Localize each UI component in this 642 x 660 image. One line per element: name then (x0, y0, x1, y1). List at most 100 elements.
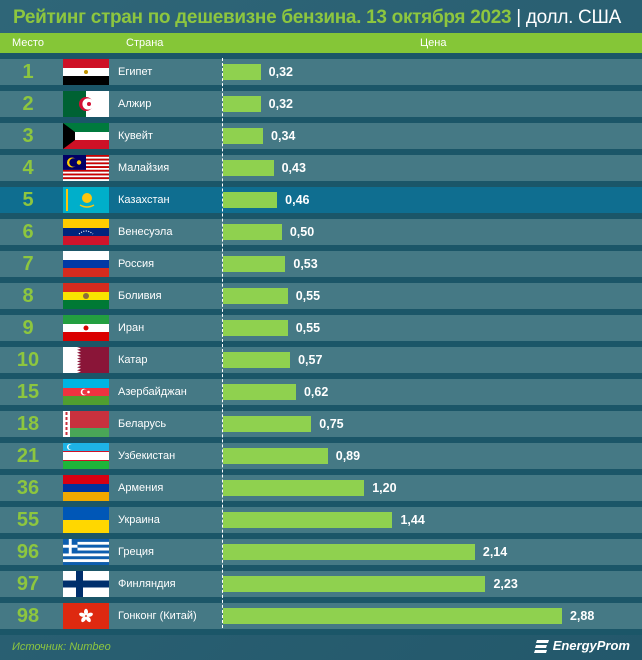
flag-algeria-icon (63, 91, 109, 117)
bar (223, 256, 286, 272)
table-row: 8 Боливия 0,55 (0, 283, 642, 309)
bar (223, 384, 296, 400)
data-label: 0,89 (335, 449, 361, 463)
bar (223, 64, 261, 80)
table-row: 3 Кувейт 0,34 (0, 123, 642, 149)
data-label: 0,43 (281, 161, 306, 175)
row-separator (0, 533, 642, 539)
flag-malaysia-icon (63, 155, 109, 181)
logo-icon (533, 639, 549, 653)
data-label: 0,50 (289, 225, 315, 239)
header-price: Цена (420, 37, 447, 49)
row-separator (0, 501, 642, 507)
bar (223, 448, 328, 464)
table-row: 1 Египет 0,32 (0, 59, 642, 85)
bar (223, 608, 562, 624)
rank-label: 4 (22, 157, 34, 179)
bar (223, 576, 486, 592)
table-row: 6 Венесуэла 0,50 (0, 219, 642, 245)
bar (223, 480, 365, 496)
rank-label: 97 (16, 573, 40, 595)
data-label: 0,75 (319, 417, 344, 431)
table-row: 96 Греция 2,14 (0, 539, 642, 565)
data-label: 0,34 (271, 129, 296, 143)
row-separator (0, 277, 642, 283)
row-separator (0, 437, 642, 443)
row-separator (0, 149, 642, 155)
flag-venezuela-icon (63, 219, 109, 245)
country-label: Малайзия (118, 162, 170, 174)
row-separator (0, 309, 642, 315)
country-label: Алжир (118, 98, 152, 110)
flag-bolivia-icon (63, 283, 109, 309)
bar (223, 224, 282, 240)
country-label: Азербайджан (118, 386, 187, 398)
rank-label: 1 (22, 61, 34, 83)
flag-kuwait-icon (63, 123, 109, 149)
bar (223, 160, 274, 176)
row-separator (0, 597, 642, 603)
header-country: Страна (126, 37, 164, 49)
row-separator (0, 373, 642, 379)
row-separator (0, 117, 642, 123)
data-label: 1,20 (372, 481, 397, 495)
row-separator (0, 85, 642, 91)
table-row: 9 Иран 0,55 (0, 315, 642, 341)
country-label: Финляндия (118, 578, 176, 590)
rank-label: 21 (16, 445, 40, 467)
flag-egypt-icon (63, 59, 109, 85)
title-unit: долл. США (525, 7, 621, 28)
logo-text: EnergyProm (552, 638, 630, 653)
country-label: Россия (118, 258, 155, 270)
source-note: Источник: Numbeo (12, 641, 111, 653)
bar (223, 544, 475, 560)
country-label: Беларусь (118, 418, 167, 430)
row-separator (0, 181, 642, 187)
table-row: 15 Азербайджан 0,62 (0, 379, 642, 405)
country-label: Армения (118, 482, 164, 494)
table-row: 98 Гонконг (Китай) 2,88 (0, 603, 642, 629)
flag-belarus-icon (63, 411, 109, 437)
data-label: 0,55 (295, 289, 321, 303)
country-label: Украина (118, 514, 160, 526)
table-header: Место Страна Цена (0, 33, 642, 53)
rank-label: 36 (16, 477, 40, 499)
data-label: 0,55 (295, 321, 321, 335)
rank-label: 55 (16, 509, 40, 531)
table-row: 55 Украина 1,44 (0, 507, 642, 533)
axis-line (222, 58, 223, 628)
table-row: 2 Алжир 0,32 (0, 91, 642, 117)
flag-armenia-icon (63, 475, 109, 501)
header-rank: Место (12, 37, 44, 49)
chart-title: Рейтинг стран по дешевизне бензина. 13 о… (13, 7, 621, 29)
row-separator (0, 213, 642, 219)
logo: EnergyProm (533, 638, 630, 653)
data-label: 0,53 (293, 257, 318, 271)
country-label: Катар (118, 354, 148, 366)
table-row: 18 Беларусь 0,75 (0, 411, 642, 437)
title-separator: | (516, 7, 521, 28)
data-label: 0,62 (303, 385, 329, 399)
bar (223, 416, 312, 432)
table-row: 10 Катар 0,57 (0, 347, 642, 373)
data-label: 0,46 (285, 193, 310, 207)
row-separator (0, 469, 642, 475)
country-label: Кувейт (118, 130, 153, 142)
bar (223, 320, 288, 336)
table-row: 21 Узбекистан 0,89 (0, 443, 642, 469)
title-main: Рейтинг стран по дешевизне бензина. 13 о… (13, 7, 512, 28)
flag-greece-icon (63, 539, 109, 565)
country-label: Гонконг (Китай) (118, 610, 197, 622)
bar (223, 192, 278, 208)
table-row: 97 Финляндия 2,23 (0, 571, 642, 597)
table-row: 7 Россия 0,53 (0, 251, 642, 277)
rank-label: 3 (22, 125, 34, 147)
flag-uzbekistan-icon (63, 443, 109, 469)
flag-ukraine-icon (63, 507, 109, 533)
flag-iran-icon (63, 315, 109, 341)
country-label: Египет (118, 66, 153, 78)
rank-label: 6 (22, 221, 34, 243)
rank-label: 2 (22, 93, 34, 115)
bar (223, 512, 393, 528)
data-label: 2,14 (482, 545, 508, 559)
